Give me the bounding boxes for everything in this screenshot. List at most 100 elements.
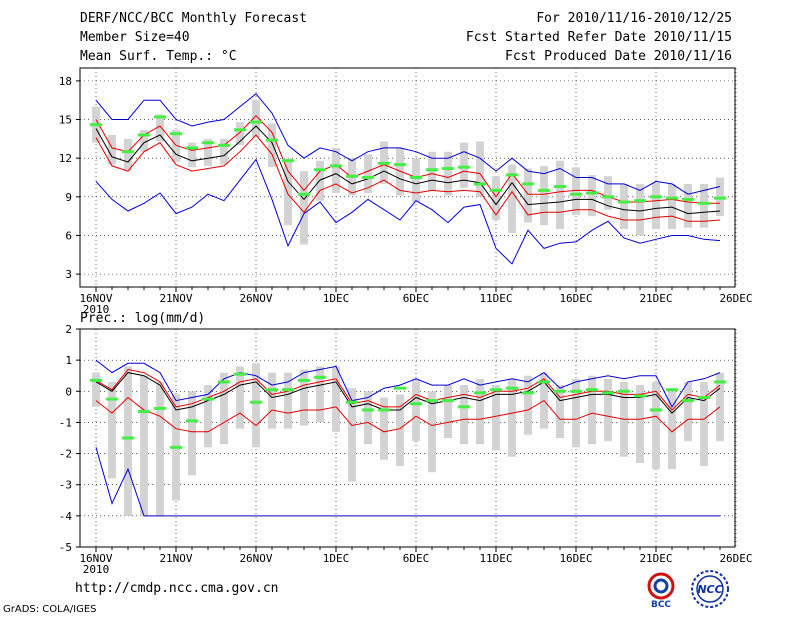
- observed-marker: [298, 192, 310, 196]
- ensemble-range-box: [684, 183, 692, 228]
- observed-marker: [234, 128, 246, 132]
- ensemble-range-box: [524, 168, 532, 223]
- footer-url[interactable]: http://cmdp.ncc.cma.gov.cn: [75, 581, 279, 596]
- x-tick-label: 26DEC: [719, 292, 752, 305]
- y-tick-label: 12: [59, 152, 72, 165]
- ensemble-range-box: [668, 183, 676, 230]
- ensemble-range-box: [140, 129, 148, 152]
- ensemble-range-box: [636, 385, 644, 463]
- ensemble-range-box: [460, 142, 468, 188]
- observed-marker: [314, 375, 326, 379]
- observed-marker: [490, 188, 502, 192]
- ensemble-range-box: [572, 167, 580, 215]
- ensemble-range-box: [652, 381, 660, 470]
- observed-marker: [570, 389, 582, 393]
- y-tick-label: -4: [59, 510, 73, 523]
- observed-marker: [682, 197, 694, 201]
- observed-marker: [138, 133, 150, 137]
- observed-marker: [394, 386, 406, 390]
- ensemble-range-box: [700, 183, 708, 228]
- ensemble-range-box: [140, 375, 148, 516]
- observed-marker: [714, 380, 726, 384]
- produced-date-label: Fcst Produced Date 2010/11/16: [505, 49, 732, 64]
- observed-marker: [394, 163, 406, 167]
- observed-marker: [154, 406, 166, 410]
- panel-temperature: 3 6 9 12 15 18 16NOV 21NOV 26NOV 1DEC 6DEC 11DEC 16D…: [59, 67, 753, 316]
- ensemble-range-box: [204, 138, 212, 166]
- chart-title: DERF/NCC/BCC Monthly Forecast: [80, 11, 307, 26]
- ensemble-range-box: [156, 381, 164, 516]
- observed-marker: [250, 400, 262, 404]
- observed-marker: [346, 400, 358, 404]
- ensemble-range-box: [396, 147, 404, 196]
- observed-marker: [634, 394, 646, 398]
- ensemble-range-box: [620, 183, 628, 230]
- axes-frame: [79, 328, 736, 548]
- ncc-logo-text: NCC: [697, 583, 722, 596]
- observed-marker: [122, 436, 134, 440]
- x-year-label: 2010: [83, 303, 110, 316]
- ensemble-range-box: [716, 372, 724, 442]
- x-tick-label: 11DEC: [479, 552, 512, 565]
- ensemble-range-box: [508, 378, 516, 457]
- member-size-label: Member Size=40: [80, 30, 190, 45]
- observed-marker: [282, 388, 294, 392]
- y-tick-label: -1: [59, 416, 72, 429]
- ensemble-range-box: [460, 385, 468, 445]
- ensemble-range-box: [300, 369, 308, 426]
- variable-label: Mean Surf. Temp.: °C: [80, 49, 237, 64]
- observed-marker: [298, 378, 310, 382]
- ensemble-range-box: [252, 100, 260, 138]
- ncc-logo: NCC: [691, 570, 729, 608]
- ensemble-range-box: [476, 378, 484, 445]
- ensemble-range-box: [604, 378, 612, 442]
- observed-marker: [650, 195, 662, 199]
- ensemble-range-box: [380, 397, 388, 460]
- ensemble-range-box: [476, 141, 484, 197]
- ensemble-range-box: [108, 381, 116, 479]
- series-line-lower-spread: [95, 396, 721, 433]
- ensemble-range-box: [204, 385, 212, 448]
- y-tick-label: 1: [65, 354, 72, 367]
- ensemble-range-box: [396, 394, 404, 467]
- observed-marker: [666, 388, 678, 392]
- observed-marker: [442, 166, 454, 170]
- series-line-max: [95, 93, 721, 195]
- y-tick-label: 9: [65, 191, 72, 204]
- ensemble-range-box: [92, 372, 100, 407]
- observed-marker: [490, 388, 502, 392]
- y-tick-label: 0: [65, 385, 72, 398]
- ensemble-range-box: [220, 372, 228, 445]
- series-line-mean: [95, 125, 721, 215]
- observed-marker: [154, 115, 166, 119]
- panel-precipitation: -5 -4 -3 -2 -1 0 1 2 16NOV 21NOV 26NOV 1DEC 6DEC 11DE…: [59, 311, 753, 576]
- observed-marker: [186, 146, 198, 150]
- ensemble-range-box: [652, 182, 660, 230]
- observed-marker: [170, 445, 182, 449]
- x-tick-label: 16DEC: [559, 292, 592, 305]
- observed-marker: [266, 138, 278, 142]
- axes-frame: [79, 67, 736, 288]
- ensemble-range-box: [444, 385, 452, 438]
- ensemble-range-box: [492, 176, 500, 221]
- observed-marker: [122, 150, 134, 154]
- y-tick-label: 15: [59, 114, 72, 127]
- ensemble-range-box: [668, 391, 676, 470]
- observed-marker: [410, 176, 422, 179]
- observed-marker: [426, 399, 438, 403]
- y-tick-label: -5: [59, 541, 72, 554]
- ensemble-range-box: [508, 164, 516, 233]
- observed-marker: [282, 159, 294, 163]
- observed-marker: [106, 397, 118, 401]
- x-tick-label: 16NOV: [79, 292, 112, 305]
- x-year-label: 2010: [83, 563, 110, 576]
- ensemble-range-box: [412, 158, 420, 202]
- observed-marker: [634, 199, 646, 203]
- y-tick-label: 6: [65, 229, 72, 242]
- observed-marker: [266, 388, 278, 392]
- ensemble-range-box: [156, 114, 164, 142]
- ensemble-range-box: [188, 391, 196, 476]
- observed-marker: [698, 396, 710, 400]
- observed-marker: [362, 176, 374, 179]
